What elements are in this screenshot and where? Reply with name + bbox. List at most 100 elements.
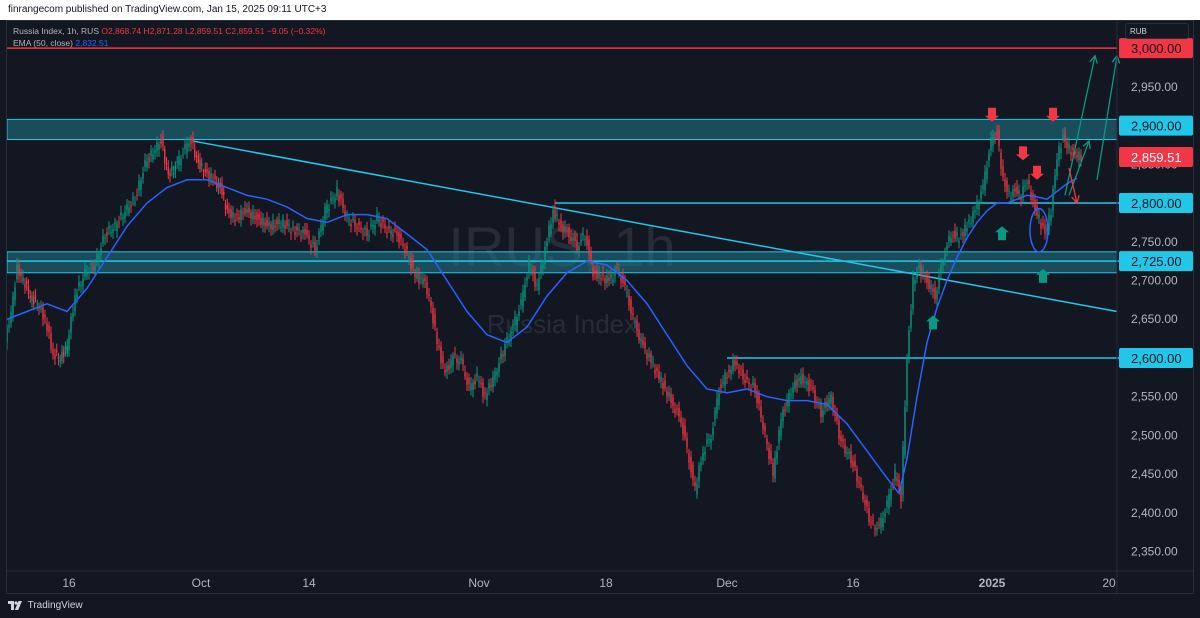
candle-body: [104, 237, 106, 239]
candle-body: [358, 221, 360, 226]
price-chart[interactable]: IRUS, 1h Russia Index 2,350.002,400.002,…: [7, 21, 1194, 594]
chart-frame[interactable]: IRUS, 1h Russia Index 2,350.00 2,400.00 2,…: [6, 20, 1194, 594]
candle-body: [84, 268, 86, 277]
candle-body: [466, 377, 468, 385]
candle-body: [306, 229, 308, 236]
candle-body: [7, 327, 8, 343]
candle-body: [850, 450, 852, 464]
candle-body: [806, 380, 808, 385]
candle-body: [378, 218, 380, 223]
candle-body: [18, 264, 20, 277]
candle-body: [1052, 189, 1054, 211]
candle-body: [376, 213, 378, 221]
currency-badge[interactable]: RUB: [1125, 23, 1189, 39]
candle-body: [212, 179, 214, 182]
legend-high: H2,871.28: [143, 26, 183, 36]
candle-body: [486, 393, 488, 401]
candle-body: [118, 222, 120, 224]
candle-body: [61, 351, 63, 362]
candle-body: [748, 382, 750, 385]
candle-body: [132, 196, 134, 200]
candle-body: [392, 234, 394, 237]
candle-body: [86, 272, 88, 277]
candle-body: [644, 342, 646, 349]
candle-body: [972, 211, 974, 223]
candle-body: [458, 361, 460, 365]
candle-body: [624, 280, 626, 285]
candle-body: [1060, 148, 1062, 153]
candle-body: [274, 225, 276, 228]
candle-body: [818, 404, 820, 406]
y-tick-label: 2,750.00: [1131, 235, 1178, 249]
candle-body: [396, 231, 398, 236]
candle-body: [216, 183, 218, 189]
candle-body: [978, 203, 980, 210]
candle-body: [174, 166, 177, 172]
candle-body: [442, 355, 444, 363]
candle-body: [864, 499, 866, 505]
candle-body: [314, 241, 316, 251]
candle-body: [178, 155, 180, 166]
candle-body: [57, 356, 60, 359]
candle-body: [898, 479, 900, 488]
candle-body: [430, 300, 432, 307]
candle-body: [946, 246, 948, 250]
candle-body: [582, 233, 584, 236]
candle-body: [1078, 151, 1080, 161]
candle-body: [192, 136, 194, 143]
candle-body: [50, 333, 52, 349]
candle-body: [554, 206, 556, 219]
candle-body: [14, 287, 16, 301]
candle-body: [916, 272, 918, 279]
candle-body: [678, 407, 680, 417]
candle-body: [258, 214, 260, 220]
candle-body: [808, 380, 810, 392]
candle-body: [798, 377, 800, 382]
candle-body: [802, 373, 804, 384]
candle-body: [366, 228, 368, 236]
candle-body: [282, 219, 284, 227]
candle-body: [476, 372, 478, 377]
candle-body: [48, 325, 50, 333]
candle-body: [954, 230, 956, 239]
candle-body: [926, 274, 928, 283]
watermark: IRUS, 1h Russia Index: [448, 215, 675, 339]
candle-body: [632, 313, 634, 315]
candle-body: [136, 195, 138, 197]
support-resistance-zones: [7, 118, 1118, 274]
candle-body: [172, 172, 175, 175]
level-lines: [7, 47, 1127, 359]
candle-body: [686, 437, 688, 448]
candle-body: [718, 393, 720, 405]
candle-body: [988, 153, 990, 161]
x-tick-label: Dec: [716, 576, 737, 590]
candle-body: [866, 499, 868, 507]
candle-body: [454, 353, 456, 355]
candle-body: [16, 264, 18, 280]
down-arrow-icon: [1046, 107, 1060, 122]
candle-body: [398, 232, 400, 243]
candle-body: [930, 285, 932, 289]
candle-body: [197, 154, 199, 163]
candle-body: [492, 376, 494, 387]
candle-body: [576, 240, 578, 251]
x-tick-label: Oct: [192, 576, 211, 590]
candle-body: [900, 485, 902, 503]
published-text: finrangecom published on TradingView.com…: [8, 4, 327, 15]
candle-body: [298, 229, 300, 231]
candle-body: [1046, 227, 1048, 231]
candle-body: [180, 158, 182, 165]
candle-body: [186, 142, 188, 154]
highlight-ellipse: [1029, 207, 1049, 253]
candle-body: [1074, 150, 1076, 155]
candle-body: [656, 368, 658, 372]
candle-body: [20, 273, 22, 277]
candle-body: [236, 213, 238, 216]
candle-body: [400, 233, 402, 239]
candle-body: [176, 161, 178, 163]
candle-body: [672, 397, 674, 407]
candle-body: [88, 272, 90, 274]
candle-body: [498, 363, 500, 372]
candle-body: [1032, 193, 1034, 201]
candle-body: [650, 353, 652, 363]
